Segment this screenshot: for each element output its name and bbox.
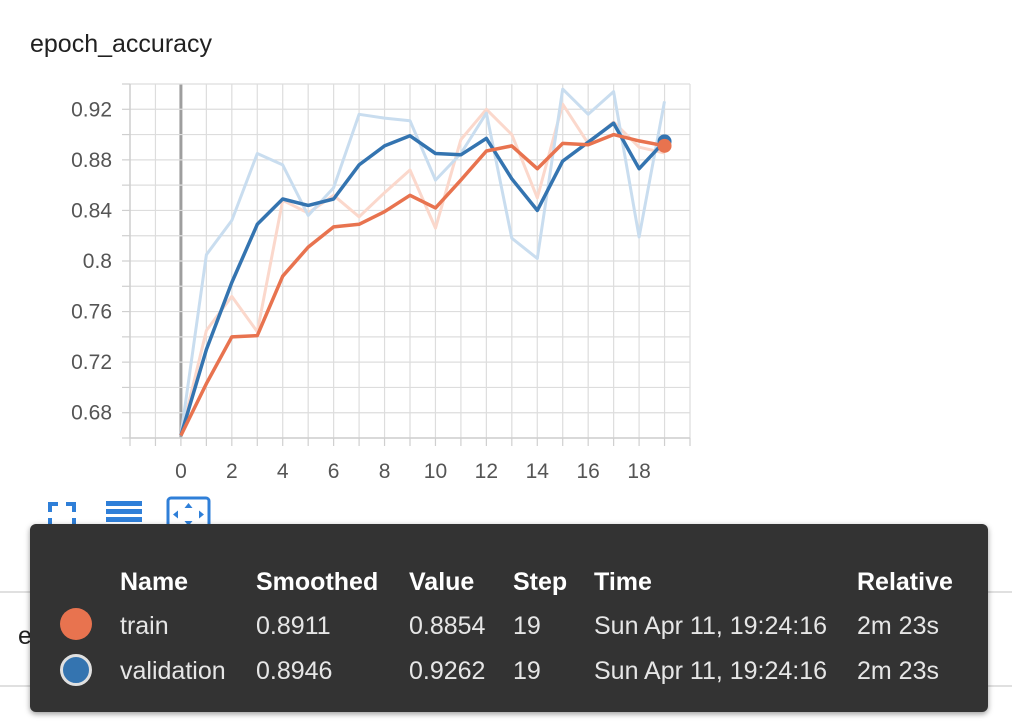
tooltip-cell-name: validation — [120, 657, 226, 685]
series-smoothed-line-train — [179, 132, 665, 437]
series-swatch-train — [60, 608, 92, 640]
series-raw-line-train — [179, 102, 665, 436]
chart-tooltip: Name Smoothed Value Step Time Relative t… — [30, 524, 988, 712]
card-title: epoch_accuracy — [30, 30, 213, 58]
x-tick-label: 2 — [226, 460, 238, 483]
x-tick-label: 10 — [424, 460, 447, 483]
y-tick-label: 0.68 — [71, 402, 112, 425]
tooltip-header-step: Step — [513, 568, 568, 596]
tooltip-cell-step: 19 — [513, 612, 541, 640]
tooltip-cell-relative: 2m 23s — [857, 657, 939, 685]
tooltip-cell-value: 0.8854 — [409, 612, 486, 640]
tooltip-header-relative: Relative — [857, 568, 953, 596]
tooltip-header-value: Value — [409, 568, 475, 596]
tick-labels: 0 2 4 6 8 10 12 14 16 18 0.68 0.72 0.76 0.8 0.84 0.88 0.… — [71, 98, 651, 483]
tooltip-cell-value: 0.9262 — [409, 657, 486, 685]
tooltip-header-smoothed: Smoothed — [256, 568, 379, 596]
x-tick-label: 6 — [328, 460, 340, 483]
tooltip-cell-relative: 2m 23s — [857, 612, 939, 640]
series-marker-train — [657, 138, 672, 153]
x-tick-label: 14 — [526, 460, 550, 483]
y-tick-label: 0.88 — [71, 149, 112, 172]
axes — [122, 83, 691, 446]
tooltip-header-name: Name — [120, 568, 189, 596]
series-markers — [657, 134, 672, 153]
tooltip-cell-time: Sun Apr 11, 19:24:16 — [594, 657, 828, 685]
x-tick-label: 4 — [277, 460, 289, 483]
y-tick-label: 0.8 — [83, 250, 112, 273]
series-raw-line-validation — [179, 87, 666, 436]
y-tick-label: 0.76 — [71, 301, 112, 324]
x-tick-label: 8 — [379, 460, 391, 483]
accuracy-chart[interactable]: 0 2 4 6 8 10 12 14 16 18 0.68 0.72 0.76 0.8 0.84 0.88 0.… — [0, 0, 1012, 490]
y-tick-label: 0.92 — [71, 98, 112, 121]
y-tick-label: 0.72 — [71, 351, 112, 374]
x-tick-label: 0 — [175, 460, 187, 483]
x-tick-label: 18 — [627, 460, 650, 483]
tooltip-cell-smoothed: 0.8946 — [256, 657, 333, 685]
tooltip-cell-time: Sun Apr 11, 19:24:16 — [594, 612, 828, 640]
y-tick-label: 0.84 — [71, 199, 112, 222]
tooltip-header-time: Time — [594, 568, 652, 596]
tooltip-cell-step: 19 — [513, 657, 541, 685]
tooltip-cell-name: train — [120, 612, 169, 640]
series-swatch-validation — [60, 654, 92, 686]
series-lines — [179, 87, 666, 437]
x-tick-label: 16 — [577, 460, 600, 483]
tooltip-cell-smoothed: 0.8911 — [256, 612, 331, 640]
x-tick-label: 12 — [475, 460, 498, 483]
series-smoothed-line-validation — [179, 121, 666, 436]
